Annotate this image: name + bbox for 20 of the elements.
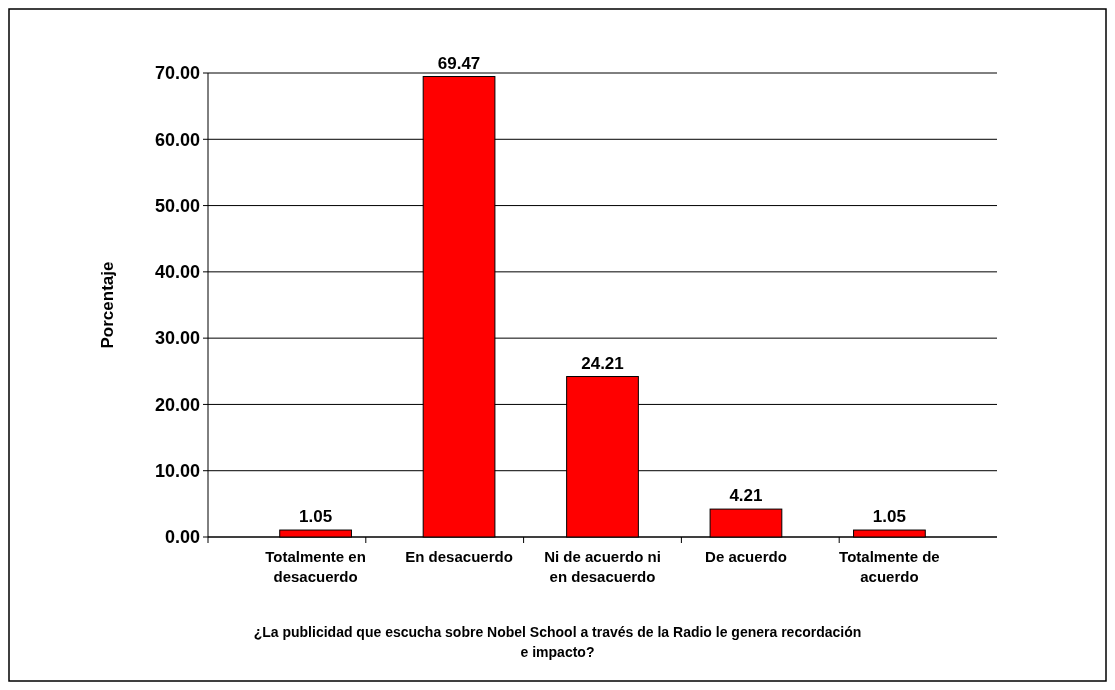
y-axis-title: Porcentaje [98,261,117,349]
data-label: 4.21 [729,486,763,506]
x-tick-label: De acuerdo [705,548,787,565]
data-label: 24.21 [581,353,624,373]
y-tick-label: 50.00 [154,195,200,216]
x-tick-label: Ni de acuerdo ni en desacuerdo [544,548,661,585]
y-tick-label: 30.00 [154,328,200,349]
x-tick-label: Totalmente en desacuerdo [265,548,366,585]
y-tick-label: 70.00 [154,63,200,84]
x-axis-title: ¿La publicidad que escucha sobre Nobel School a través de la Radio le genera recordación e impacto? [253,624,862,660]
y-tick-label: 20.00 [154,394,200,415]
x-tick-label: En desacuerdo [405,548,513,565]
y-tick-label: 0.00 [164,527,200,548]
y-tick-label: 60.00 [154,129,200,150]
data-label: 69.47 [437,53,481,73]
y-tick-label: 40.00 [154,262,200,283]
x-tick-label: Totalmente de acuerdo [839,548,940,585]
y-tick-label: 10.00 [154,461,200,482]
data-label: 1.05 [299,507,333,527]
data-label: 1.05 [872,507,906,527]
